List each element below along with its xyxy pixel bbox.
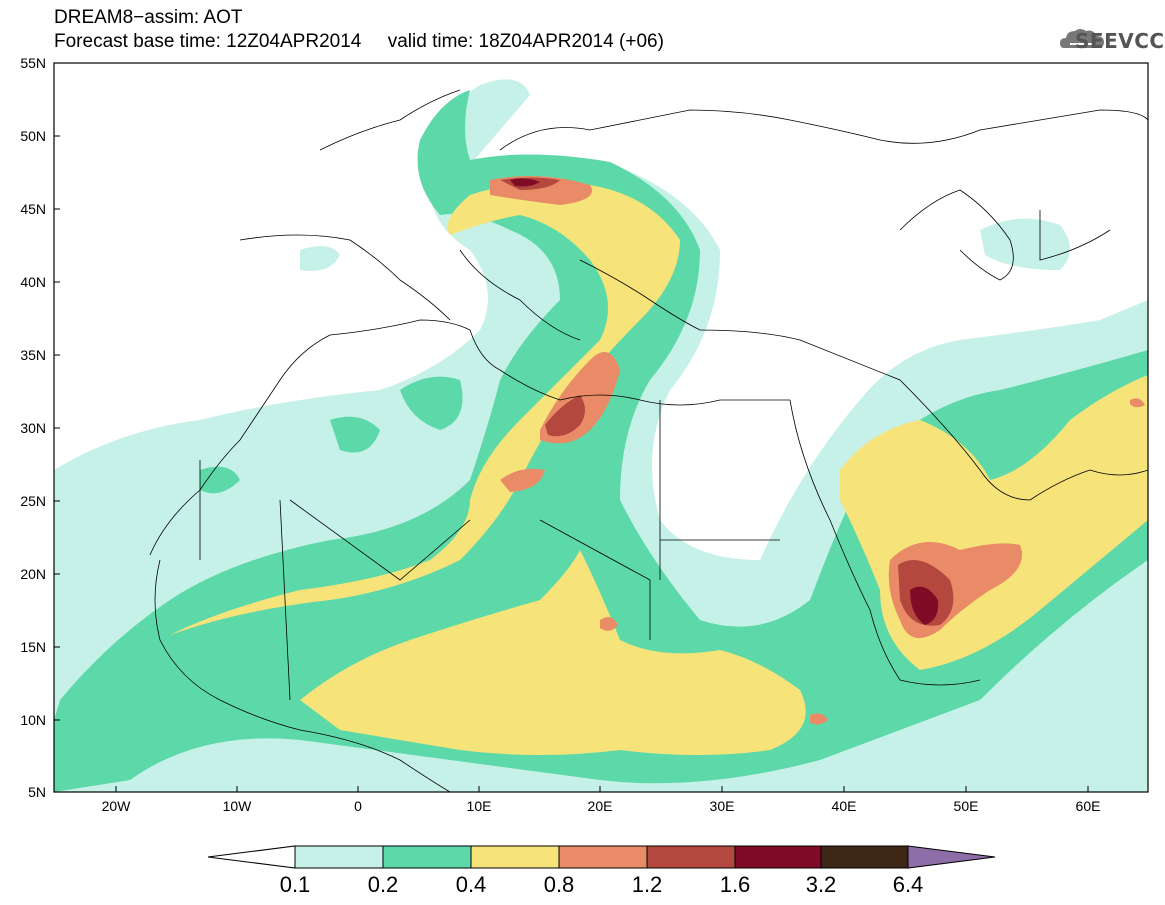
lon-label: 10E [466, 798, 492, 814]
colorbar-swatch-6 [734, 845, 822, 869]
lat-label: 55N [20, 55, 46, 71]
lat-label: 15N [20, 639, 46, 655]
lon-label: 50E [953, 798, 979, 814]
tick-marks [54, 62, 1089, 792]
lon-label: 20W [101, 798, 131, 814]
lat-label: 5N [28, 784, 46, 800]
colorbar-label: 0.4 [455, 872, 487, 897]
colorbar-swatch-2 [382, 845, 472, 869]
colorbar-label: 0.8 [543, 872, 575, 897]
colorbar-label: 0.1 [279, 872, 311, 897]
lon-label: 30E [709, 798, 735, 814]
colorbar-label: 3.2 [805, 872, 837, 897]
colorbar-swatch-7 [820, 845, 909, 869]
aot-field [54, 79, 1148, 792]
colorbar-label: 1.2 [631, 872, 663, 897]
colorbar-swatch-1 [294, 845, 384, 869]
colorbar-swatch-5 [646, 845, 736, 869]
lon-label: 60E [1075, 798, 1101, 814]
lon-label: 40E [831, 798, 857, 814]
colorbar [207, 845, 996, 869]
lat-label: 50N [20, 128, 46, 144]
chart-title: DREAM8−assim: AOT [54, 7, 243, 28]
coastlines [149, 89, 1148, 792]
colorbar-label: 0.2 [367, 872, 399, 897]
lon-label: 10W [222, 798, 252, 814]
colorbar-label: 1.6 [719, 872, 751, 897]
logo-text: SEEVCCC [1075, 29, 1165, 53]
cloud-icon [1060, 29, 1104, 48]
lat-label: 10N [20, 712, 46, 728]
lat-label: 35N [20, 347, 46, 363]
lat-label: 30N [20, 420, 46, 436]
chart-subtitle: Forecast base time: 12Z04APR2014 valid t… [54, 31, 664, 52]
lon-label: 20E [587, 798, 613, 814]
colorbar-swatch-8 [907, 845, 996, 869]
lat-label: 40N [20, 274, 46, 290]
aot-band-02 [54, 90, 1148, 792]
lat-label: 20N [20, 566, 46, 582]
colorbar-swatch-3 [470, 845, 560, 869]
lat-label: 25N [20, 493, 46, 509]
colorbar-swatch-4 [558, 845, 648, 869]
lon-label: 0 [354, 798, 362, 814]
colorbar-swatch-0 [207, 845, 296, 869]
colorbar-label: 6.4 [892, 872, 924, 897]
lat-label: 45N [20, 201, 46, 217]
aot-band-16 [510, 178, 939, 625]
